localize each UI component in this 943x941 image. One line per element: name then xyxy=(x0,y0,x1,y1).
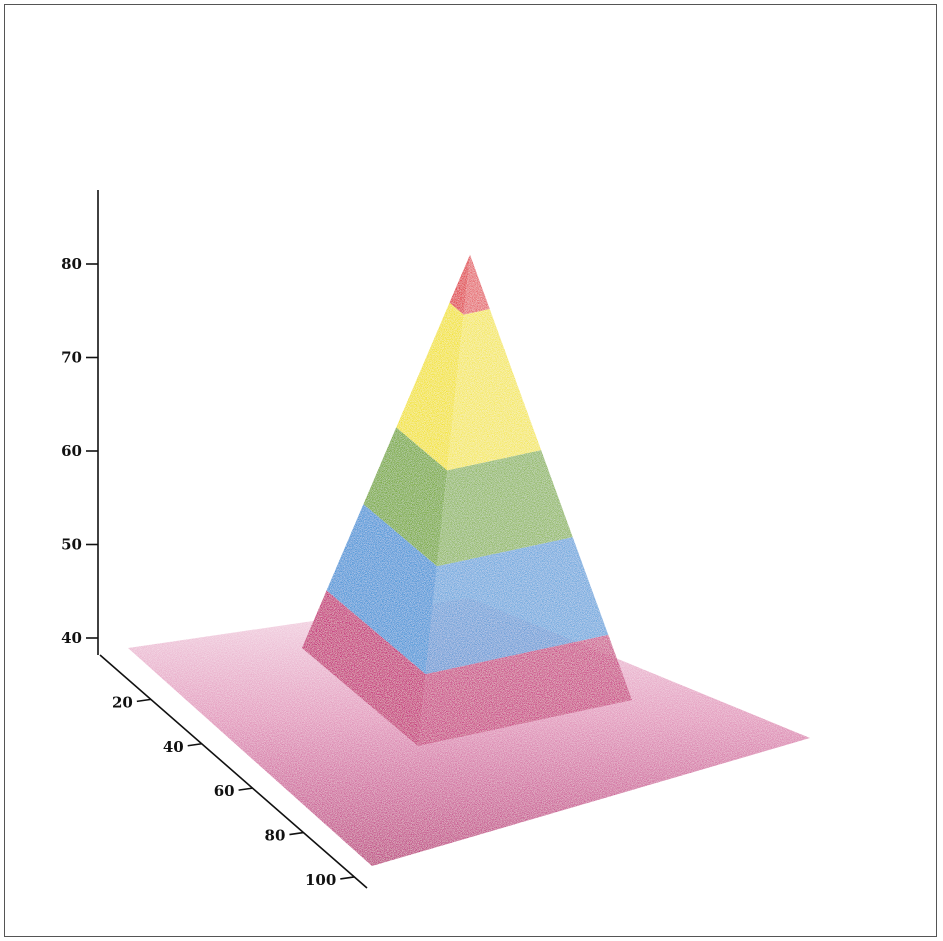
z-tick-label-40: 40 xyxy=(61,629,82,647)
depth-tick-label-20: 20 xyxy=(112,693,133,711)
pyramid-surface xyxy=(302,254,632,746)
surface-band-5-face-2 xyxy=(463,254,490,315)
surface-band-4-face-2 xyxy=(447,308,542,471)
z-tick-label-70: 70 xyxy=(61,349,82,367)
z-tick-label-50: 50 xyxy=(61,536,82,554)
z-tick-label-60: 60 xyxy=(61,442,82,460)
surface-band-3-face-1 xyxy=(363,427,448,567)
axes: 40 50 60 70 80 20 40 60 80 100 xyxy=(61,190,368,889)
depth-tick-20 xyxy=(136,698,151,703)
z-tick-label-80: 80 xyxy=(61,255,82,273)
depth-tick-100 xyxy=(340,876,355,880)
surface-band-5-face-1 xyxy=(449,254,470,315)
depth-tick-label-40: 40 xyxy=(163,738,184,756)
depth-tick-label-100: 100 xyxy=(305,871,336,889)
surface-band-4-face-1 xyxy=(396,302,464,471)
depth-tick-40 xyxy=(187,742,202,747)
depth-axis-line xyxy=(99,654,368,889)
depth-tick-60 xyxy=(238,787,253,791)
surface-band-2-face-2 xyxy=(425,537,609,675)
surface-band-1-face-2 xyxy=(418,634,632,746)
depth-tick-label-60: 60 xyxy=(214,782,235,800)
depth-tick-80 xyxy=(289,831,304,836)
surface-band-2-face-1 xyxy=(326,504,438,675)
surface-band-3-face-2 xyxy=(437,450,573,567)
depth-tick-label-80: 80 xyxy=(265,827,286,845)
surface-band-1-face-1 xyxy=(302,590,426,746)
